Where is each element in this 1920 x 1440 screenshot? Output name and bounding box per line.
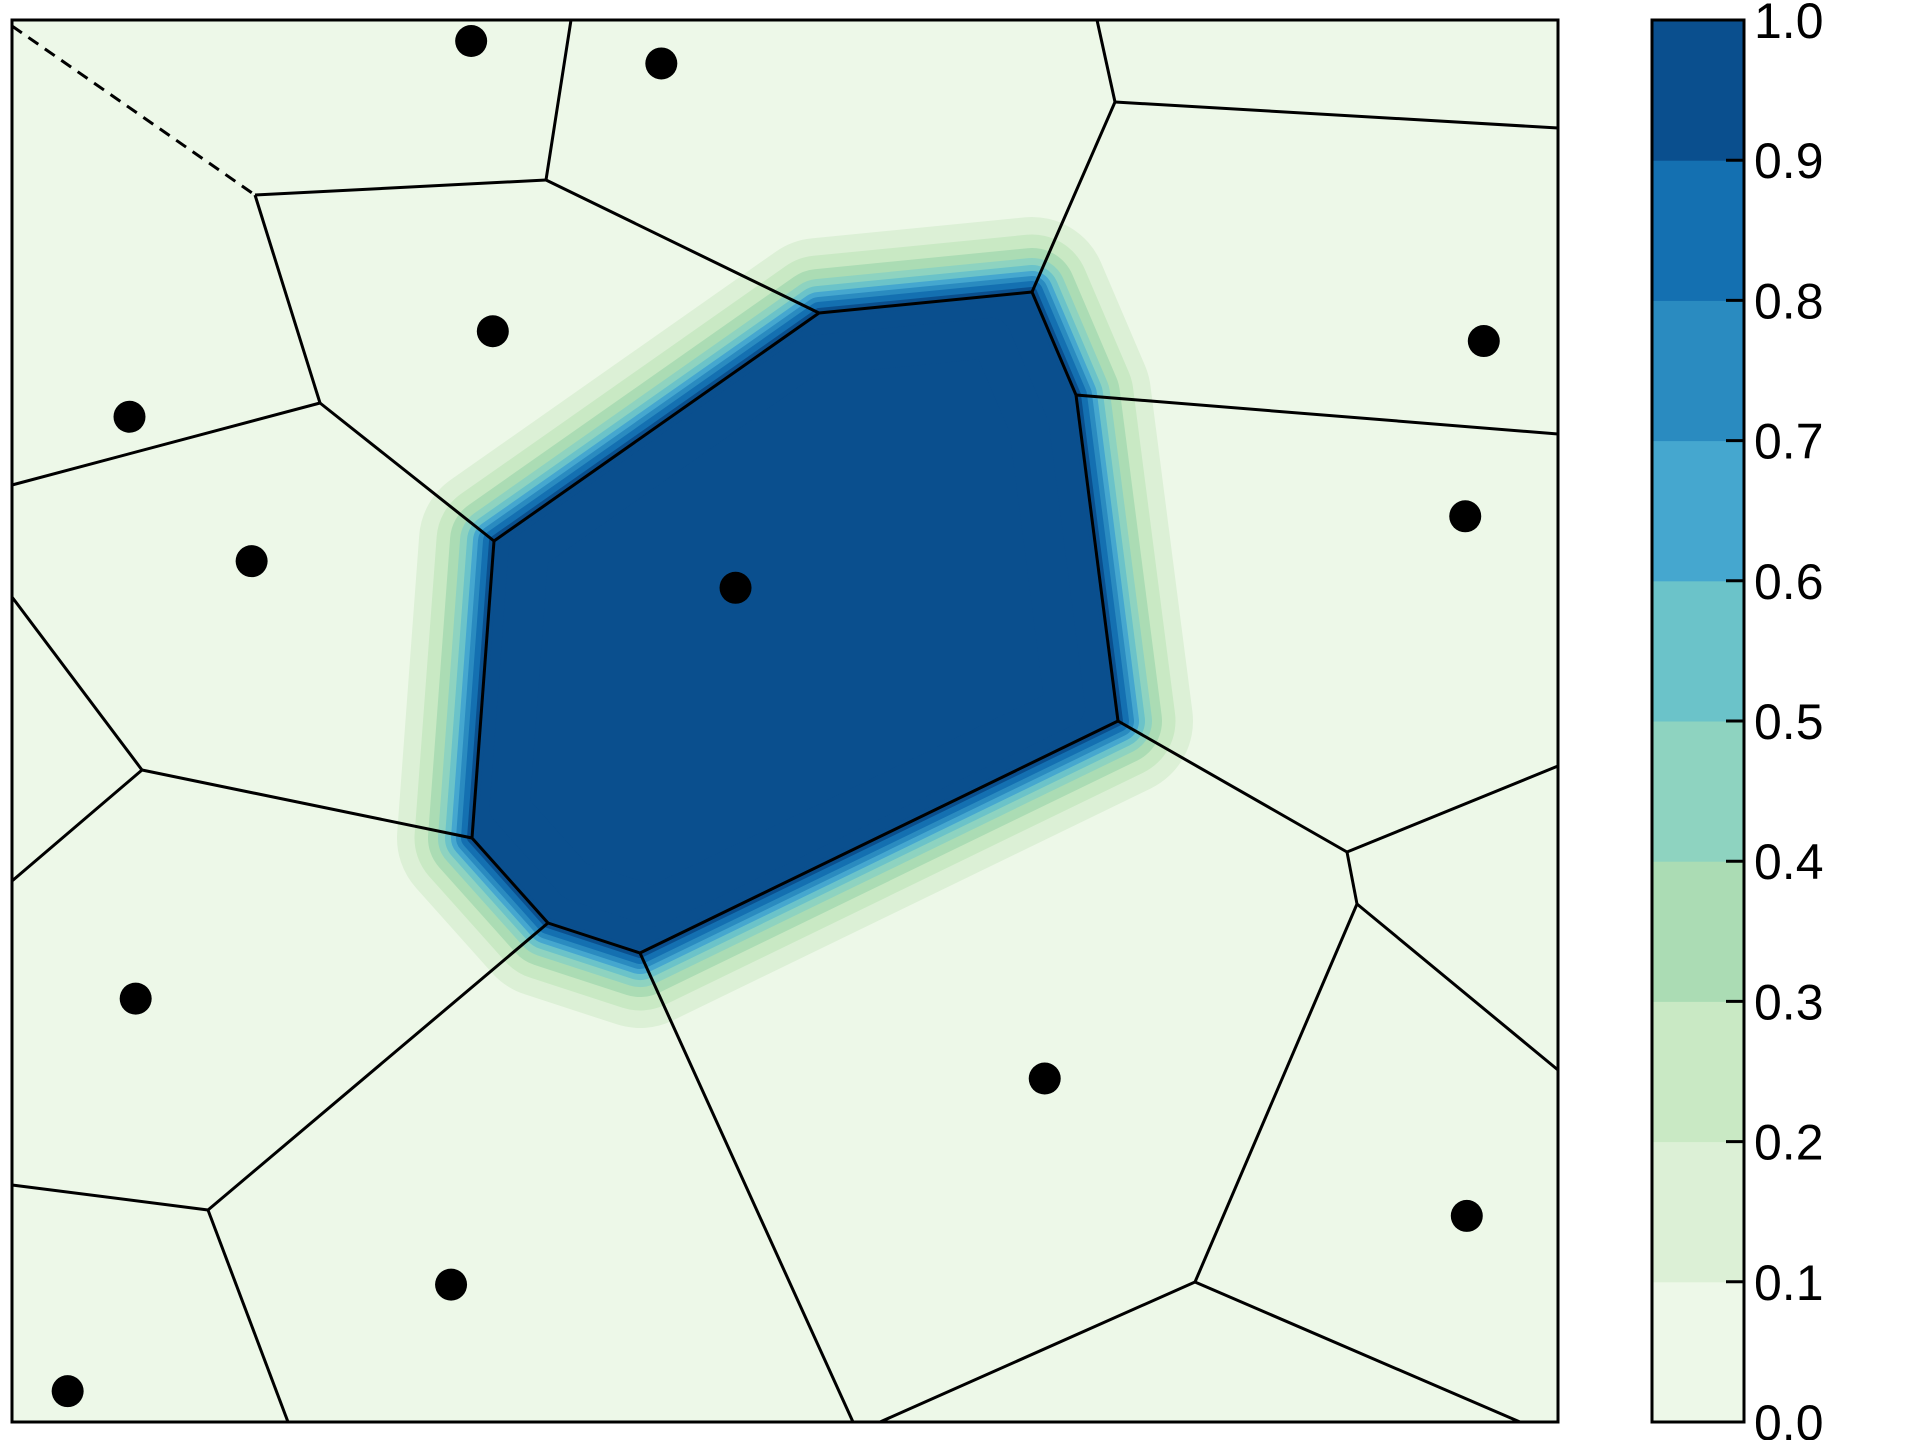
voronoi-edge xyxy=(879,1280,1196,1424)
voronoi-edge xyxy=(547,921,641,955)
voronoi-edge xyxy=(11,401,321,487)
voronoi-edge xyxy=(470,837,550,924)
voronoi-edge xyxy=(11,768,143,883)
colorbar-tick-label: 1.0 xyxy=(1754,0,1824,49)
site-point xyxy=(119,982,152,1015)
colorbar-band xyxy=(1652,1281,1744,1423)
colorbar-tick-label: 0.8 xyxy=(1754,273,1824,329)
voronoi-edge-dashed xyxy=(11,24,256,197)
voronoi-edge xyxy=(639,719,1119,955)
colorbar-band xyxy=(1652,20,1744,161)
colorbar-band xyxy=(1652,160,1744,301)
colorbar-band xyxy=(1652,1001,1744,1143)
voronoi-edge xyxy=(818,290,1033,315)
colorbar-tick-label: 0.0 xyxy=(1754,1395,1824,1440)
colorbar-tick-label: 0.4 xyxy=(1754,834,1824,890)
colorbar-band xyxy=(1652,300,1744,442)
voronoi-edge xyxy=(1346,764,1559,854)
site-point xyxy=(235,545,268,578)
site-point xyxy=(113,400,146,433)
voronoi-edge xyxy=(1194,1280,1521,1424)
voronoi-edge xyxy=(638,952,855,1423)
colorbar-band xyxy=(1652,440,1744,582)
colorbar-tick-label: 0.7 xyxy=(1754,414,1824,470)
colorbar-tick-label: 0.5 xyxy=(1754,694,1824,750)
site-point xyxy=(645,47,678,80)
colorbar-ticks: 0.0 0.1 0.2 0.3 0.4 0.5 0.6 0.7 0.8 0.9 1.0 xyxy=(1726,0,1824,1440)
voronoi-edges xyxy=(10,19,1559,1424)
colorbar-band xyxy=(1652,1141,1744,1283)
contour-core xyxy=(489,317,1086,927)
site-point xyxy=(719,571,752,604)
voronoi-edge xyxy=(545,178,820,315)
site-point xyxy=(1450,1199,1483,1232)
colorbar-bands xyxy=(1652,20,1744,1423)
voronoi-edge xyxy=(319,401,495,543)
colorbar-band xyxy=(1652,721,1744,862)
site-point xyxy=(1028,1062,1061,1095)
voronoi-edge xyxy=(207,921,549,1212)
voronoi-edge xyxy=(1117,719,1348,854)
site-point xyxy=(455,25,488,58)
plot-area xyxy=(10,18,1560,1424)
site-point xyxy=(1467,325,1500,358)
voronoi-edge xyxy=(1345,851,1359,905)
colorbar-tick-label: 0.2 xyxy=(1754,1115,1824,1171)
voronoi-sites xyxy=(51,25,1500,1408)
voronoi-edge xyxy=(1356,902,1559,1072)
colorbar: 0.0 0.1 0.2 0.3 0.4 0.5 0.6 0.7 0.8 0.9 1.0 xyxy=(1650,0,1824,1440)
voronoi-edge xyxy=(1095,19,1117,103)
voronoi-edge xyxy=(254,178,547,197)
voronoi-edge xyxy=(10,596,144,771)
colorbar-tick-label: 0.6 xyxy=(1754,554,1824,610)
voronoi-edge xyxy=(1074,394,1120,722)
voronoi-edge xyxy=(1075,393,1559,436)
voronoi-edge xyxy=(1030,291,1078,396)
voronoi-edge xyxy=(206,1209,290,1423)
voronoi-edge xyxy=(493,311,820,543)
colorbar-band xyxy=(1652,580,1744,722)
site-point xyxy=(1449,500,1482,533)
colorbar-band xyxy=(1652,861,1744,1002)
site-point xyxy=(476,315,509,348)
voronoi-edge xyxy=(11,1183,209,1212)
site-point xyxy=(51,1375,84,1408)
voronoi-edge xyxy=(1030,101,1117,293)
voronoi-edge xyxy=(1114,100,1559,130)
colorbar-tick-label: 0.3 xyxy=(1754,974,1824,1030)
voronoi-edge xyxy=(1193,903,1359,1283)
voronoi-edge xyxy=(544,19,573,181)
colorbar-tick-label: 0.1 xyxy=(1754,1255,1824,1311)
plot-frame xyxy=(10,18,1560,1424)
voronoi-edge xyxy=(470,540,496,839)
voronoi-edge xyxy=(141,768,473,840)
site-point xyxy=(435,1268,468,1301)
colorbar-tick-label: 0.9 xyxy=(1754,133,1824,189)
voronoi-edge xyxy=(253,194,322,404)
